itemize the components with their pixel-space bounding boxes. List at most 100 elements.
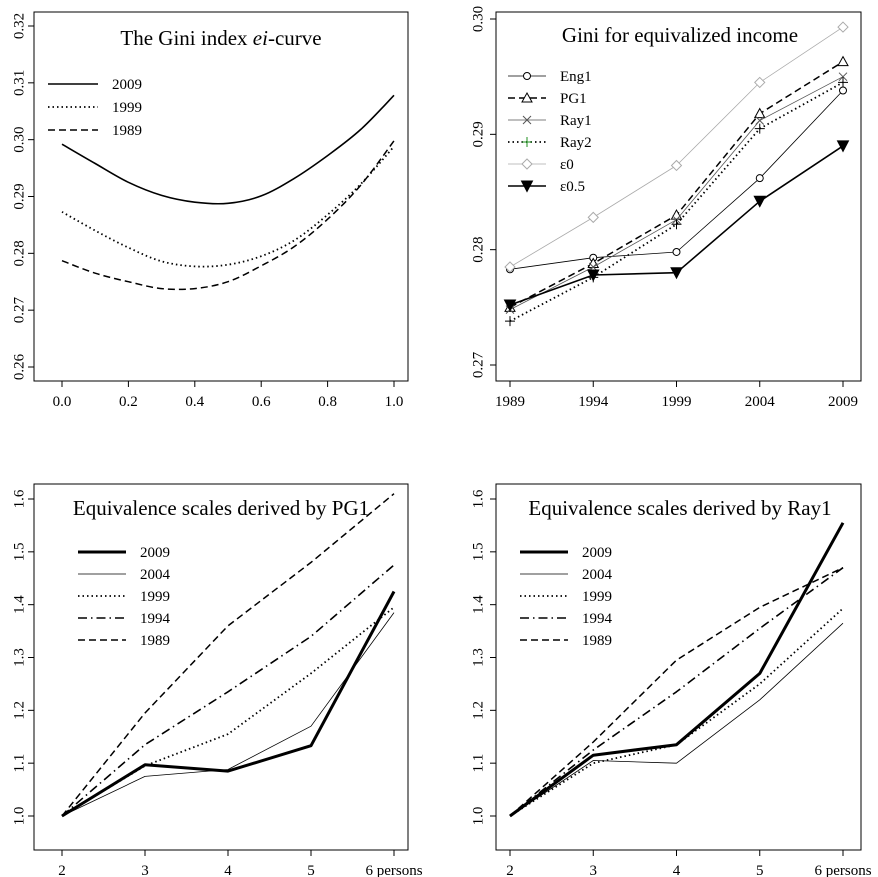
legend: 2009 2004 1999 1994 1989 <box>520 545 613 649</box>
chart-panel-1: 0.26 0.27 0.28 0.29 0.30 0.31 0.32 0.0 0.2 0.4 0.6… <box>11 11 409 410</box>
x-tick-label: 4 <box>673 863 681 877</box>
chart-title: Equivalence scales derived by PG1 <box>73 496 369 520</box>
series-2004 <box>509 622 844 817</box>
x-tick-label: 2009 <box>828 394 858 410</box>
y-tick-label: 0.32 <box>11 13 27 39</box>
y-tick-label: 0.27 <box>470 351 486 378</box>
series-line <box>509 607 844 817</box>
y-tick-label: 1.0 <box>11 807 27 826</box>
chart-panel-2: 0.27 0.28 0.29 0.30 1989 1994 1999 2004 2009 Gini… <box>470 6 862 410</box>
chart-title: The Gini index ei-curve <box>120 26 321 50</box>
x-tick-label: 6 persons <box>814 863 871 877</box>
series-line <box>509 81 844 322</box>
legend-marker <box>523 72 531 80</box>
data-point <box>670 159 683 172</box>
series-Eng1 <box>506 86 847 274</box>
legend-label: 1989 <box>112 123 142 139</box>
series-line <box>61 94 395 205</box>
chart-title: Equivalence scales derived by Ray1 <box>528 496 831 520</box>
y-tick-label: 0.29 <box>470 121 486 147</box>
data-point <box>753 107 766 119</box>
y-tick-label: 0.29 <box>11 183 27 209</box>
series-line <box>61 140 395 291</box>
series-line <box>61 145 395 268</box>
y-tick-label: 1.2 <box>470 701 486 720</box>
series-2009 <box>61 94 395 205</box>
data-point <box>837 21 849 33</box>
y-tick-label: 1.1 <box>11 754 27 773</box>
legend-label: 1989 <box>582 633 612 649</box>
series-line <box>509 567 844 817</box>
legend-label: 1994 <box>582 611 613 627</box>
x-tick-label: 1.0 <box>385 394 404 410</box>
legend: 2009 1999 1989 <box>48 77 142 139</box>
series-2009 <box>61 590 396 818</box>
y-tick-label: 1.3 <box>470 648 486 667</box>
legend-label: Eng1 <box>560 69 592 85</box>
series-line <box>509 522 845 818</box>
x-tick-label: 6 persons <box>365 863 422 877</box>
y-tick-label: 1.3 <box>11 648 27 667</box>
data-point <box>503 299 517 312</box>
x-tick-label: 5 <box>756 863 764 877</box>
series-1999 <box>509 607 844 817</box>
series-ε0 <box>504 21 849 273</box>
data-point <box>754 76 766 89</box>
y-tick-label: 1.6 <box>470 489 486 508</box>
legend-label: 2004 <box>582 567 613 583</box>
x-tick-label: 2 <box>58 863 66 877</box>
y-tick-label: 0.26 <box>11 353 27 380</box>
y-tick-label: 1.4 <box>470 595 486 614</box>
series-1999 <box>61 606 395 817</box>
data-point <box>755 116 765 125</box>
y-tick-label: 0.30 <box>470 6 486 32</box>
series-1989 <box>509 567 844 817</box>
series-line <box>61 590 396 818</box>
data-point <box>505 316 515 327</box>
x-tick-label: 1999 <box>662 394 692 410</box>
data-point <box>671 219 682 230</box>
x-tick-label: 2 <box>506 863 514 877</box>
x-tick-label: 0.2 <box>119 394 138 410</box>
series-1989 <box>61 493 395 817</box>
data-point <box>836 140 850 153</box>
panel-frame <box>33 11 409 382</box>
legend-label: 1999 <box>582 589 612 605</box>
series-1994 <box>509 567 844 817</box>
data-point <box>672 247 681 256</box>
legend-marker <box>520 180 534 193</box>
y-tick-label: 1.6 <box>11 489 27 508</box>
series-2009 <box>509 522 845 818</box>
x-tick-label: 4 <box>224 863 232 877</box>
data-point <box>838 72 848 82</box>
series-1994 <box>61 564 395 817</box>
legend-marker <box>522 137 532 147</box>
data-point <box>839 86 847 95</box>
legend-label: ε0 <box>560 157 574 173</box>
y-tick-label: 1.5 <box>11 542 27 561</box>
x-tick-label: 3 <box>590 863 598 877</box>
series-line <box>61 612 395 817</box>
legend-label: 1999 <box>112 100 142 116</box>
x-tick-label: 3 <box>141 863 149 877</box>
series-1989 <box>61 140 395 291</box>
x-tick-label: 2004 <box>745 394 776 410</box>
data-point <box>837 55 849 67</box>
y-tick-label: 1.4 <box>11 595 27 614</box>
series-2004 <box>61 612 395 817</box>
legend-label: 2004 <box>140 567 171 583</box>
series-1999 <box>61 145 395 268</box>
legend-label: 1989 <box>140 633 170 649</box>
y-tick-label: 0.27 <box>11 297 27 324</box>
y-tick-label: 1.0 <box>470 807 486 826</box>
data-point <box>586 269 600 282</box>
x-tick-label: 0.0 <box>53 394 72 410</box>
legend-label: Ray1 <box>560 113 592 129</box>
series-line <box>509 622 844 817</box>
legend-label: 2009 <box>140 545 170 561</box>
legend-label: PG1 <box>560 91 587 107</box>
legend-marker <box>522 115 532 125</box>
x-tick-label: 1989 <box>495 394 525 410</box>
legend-label: 2009 <box>582 545 612 561</box>
legend-marker <box>521 91 533 103</box>
